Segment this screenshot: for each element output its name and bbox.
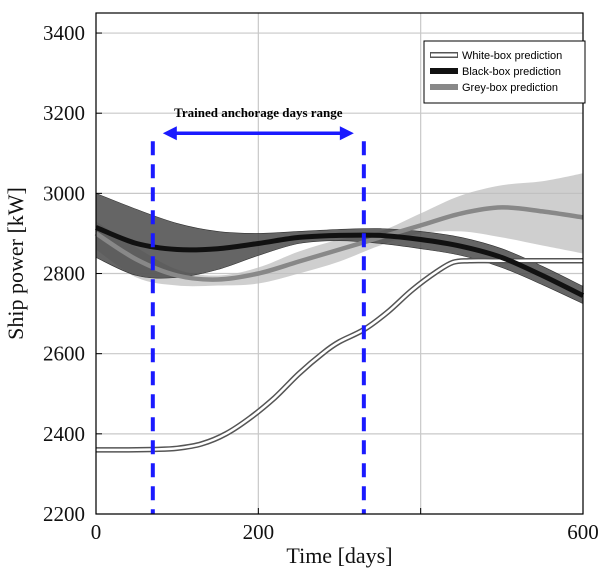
grey-box-band bbox=[96, 173, 583, 287]
x-tick-label: 0 bbox=[91, 520, 102, 544]
y-tick-label: 2800 bbox=[43, 262, 85, 286]
x-tick-label: 200 bbox=[243, 520, 275, 544]
x-tick-label: 600 bbox=[567, 520, 598, 544]
white-box-line-outline bbox=[96, 257, 583, 453]
white-box-line bbox=[96, 259, 583, 452]
range-arrow-head-left bbox=[162, 126, 177, 141]
y-tick-label: 2400 bbox=[43, 422, 85, 446]
y-tick-label: 3400 bbox=[43, 21, 85, 45]
y-tick-label: 2600 bbox=[43, 342, 85, 366]
black-box-line bbox=[95, 225, 585, 298]
x-axis-label: Time [days] bbox=[286, 543, 392, 568]
legend-label: Grey-box prediction bbox=[462, 82, 558, 94]
y-tick-label: 3200 bbox=[43, 101, 85, 125]
trained-range-annotation: Trained anchorage days range bbox=[150, 105, 366, 514]
axis-ticks: 2200 2400 2600 2800 3000 3200 3400 0 200 600 bbox=[43, 21, 598, 544]
plot-frame bbox=[95, 12, 584, 515]
range-arrow-head-right bbox=[339, 126, 354, 141]
legend-label: White-box prediction bbox=[462, 50, 562, 62]
range-label: Trained anchorage days range bbox=[174, 105, 343, 120]
legend-label: Black-box prediction bbox=[462, 66, 561, 78]
grey-box-line bbox=[94, 205, 584, 282]
y-axis-label: Ship power [kW] bbox=[3, 187, 28, 340]
legend: White-box prediction Black-box prediction… bbox=[423, 40, 586, 104]
y-tick-label: 3000 bbox=[43, 181, 85, 205]
series-lines bbox=[94, 205, 585, 453]
y-tick-label: 2200 bbox=[43, 502, 85, 526]
